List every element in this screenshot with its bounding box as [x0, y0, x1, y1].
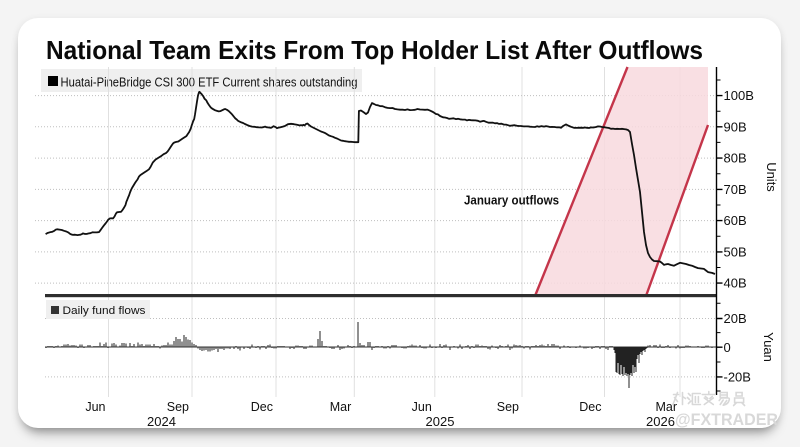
svg-text:90B: 90B — [724, 119, 747, 134]
svg-text:0: 0 — [724, 340, 731, 355]
svg-text:Mar: Mar — [655, 400, 677, 414]
svg-text:National Team Exits From Top H: National Team Exits From Top Holder List… — [46, 35, 703, 65]
svg-text:Jun: Jun — [85, 400, 105, 414]
svg-text:@FXTRADER: @FXTRADER — [675, 410, 778, 429]
svg-text:Sep: Sep — [167, 400, 189, 414]
svg-text:Units: Units — [764, 162, 779, 192]
svg-text:Mar: Mar — [330, 400, 352, 414]
svg-text:-20B: -20B — [724, 370, 751, 385]
svg-text:2026: 2026 — [646, 414, 675, 429]
svg-text:80B: 80B — [724, 151, 747, 166]
svg-text:60B: 60B — [724, 213, 747, 228]
svg-text:50B: 50B — [724, 245, 747, 260]
svg-text:Dec: Dec — [579, 400, 601, 414]
svg-text:2024: 2024 — [147, 414, 176, 429]
svg-text:70B: 70B — [724, 182, 747, 197]
svg-text:20B: 20B — [724, 311, 747, 326]
svg-text:January outflows: January outflows — [464, 194, 559, 208]
svg-text:Dec: Dec — [251, 400, 273, 414]
svg-text:Huatai-PineBridge CSI 300 ETF: Huatai-PineBridge CSI 300 ETF Current sh… — [61, 76, 358, 90]
svg-text:100B: 100B — [724, 88, 754, 103]
svg-text:Jun: Jun — [412, 400, 432, 414]
svg-text:2025: 2025 — [426, 414, 455, 429]
svg-text:Daily fund flows: Daily fund flows — [63, 305, 147, 317]
svg-text:40B: 40B — [724, 276, 747, 291]
svg-text:Yuan: Yuan — [761, 332, 776, 362]
svg-text:Sep: Sep — [497, 400, 519, 414]
